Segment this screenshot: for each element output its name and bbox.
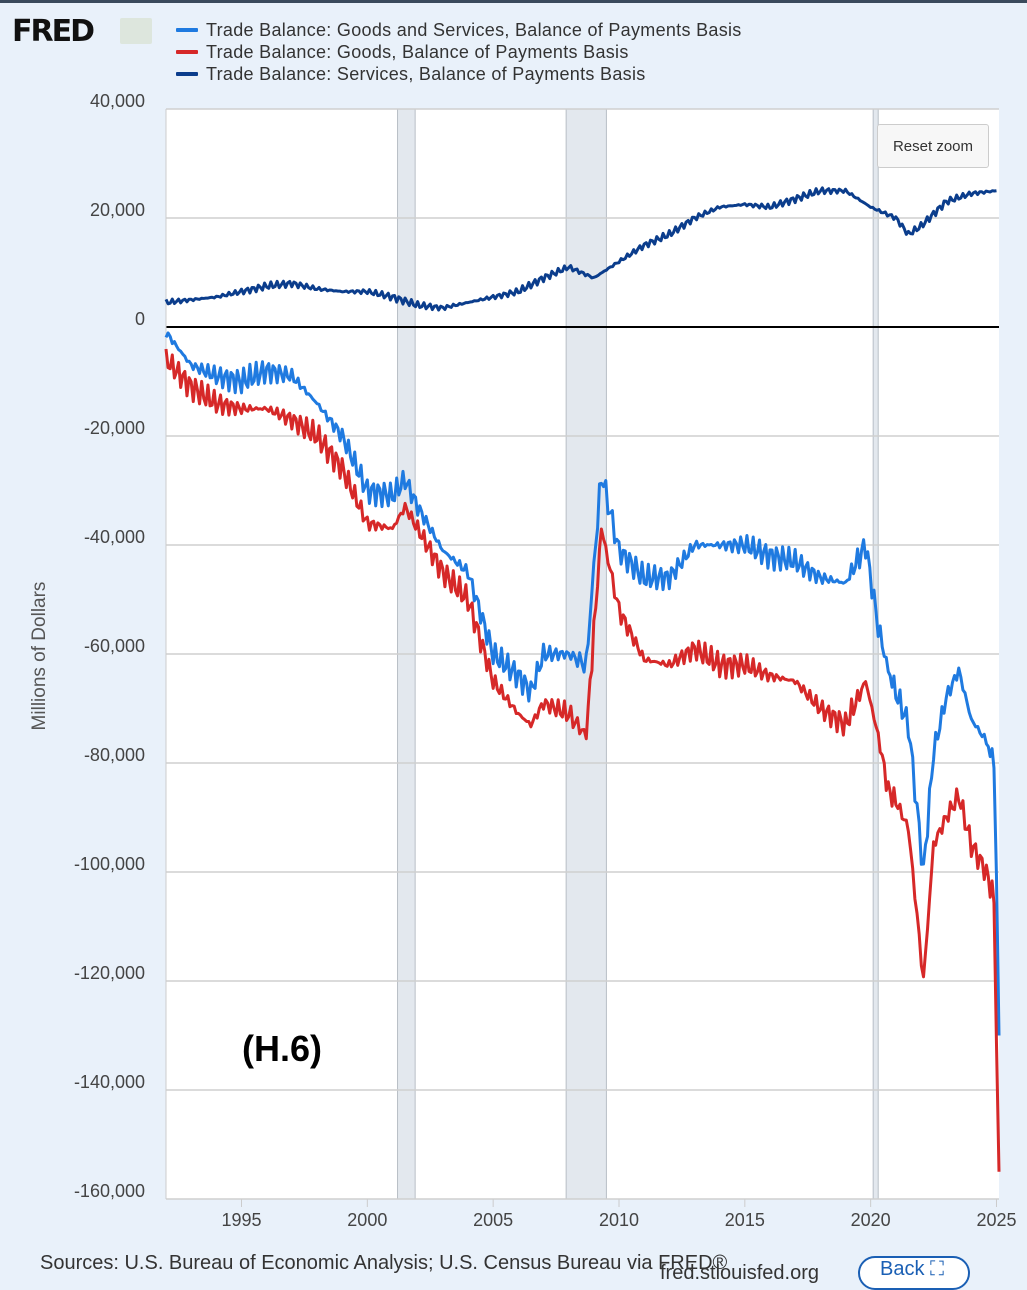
y-tick-label: -140,000 <box>74 1072 145 1092</box>
y-tick-label: -100,000 <box>74 854 145 874</box>
series-line <box>164 186 997 312</box>
top-bar <box>0 0 1027 3</box>
y-axis-label: Millions of Dollars <box>29 581 50 731</box>
series-line <box>164 331 1001 1036</box>
chart-annotation: (H.6) <box>242 1028 322 1069</box>
legend-label: Trade Balance: Goods and Services, Balan… <box>206 19 742 40</box>
y-tick-label: -120,000 <box>74 963 145 983</box>
site-link[interactable]: fred.stlouisfed.org <box>660 1262 819 1284</box>
x-tick-label: 1995 <box>221 1210 261 1230</box>
legend-swatch <box>176 28 198 32</box>
y-tick-label: -80,000 <box>84 745 145 765</box>
legend-swatch <box>176 50 198 54</box>
legend: Trade Balance: Goods and Services, Balan… <box>176 19 742 85</box>
y-tick-label: -20,000 <box>84 418 145 438</box>
y-tick-label: 40,000 <box>90 91 145 111</box>
back-label: Back <box>880 1258 925 1280</box>
y-tick-label: 0 <box>135 309 145 329</box>
reset-zoom-button[interactable]: Reset zoom <box>877 124 989 168</box>
fred-chart-icon <box>120 18 152 44</box>
y-tick-label: -160,000 <box>74 1181 145 1201</box>
legend-item[interactable]: Trade Balance: Goods, Balance of Payment… <box>176 41 742 63</box>
x-tick-label: 2015 <box>725 1210 765 1230</box>
legend-label: Trade Balance: Services, Balance of Paym… <box>206 63 646 84</box>
y-tick-label: -60,000 <box>84 636 145 656</box>
legend-item[interactable]: Trade Balance: Goods and Services, Balan… <box>176 19 742 41</box>
x-tick-label: 2010 <box>599 1210 639 1230</box>
x-tick-label: 2005 <box>473 1210 513 1230</box>
back-button[interactable]: Back ⛶ <box>858 1256 970 1290</box>
series-line <box>164 348 1001 1172</box>
y-tick-label: 20,000 <box>90 200 145 220</box>
x-tick-label: 2025 <box>976 1210 1016 1230</box>
collapse-icon: ⛶ <box>930 1258 945 1280</box>
sources-text: Sources: U.S. Bureau of Economic Analysi… <box>40 1252 728 1274</box>
x-tick-label: 2000 <box>347 1210 387 1230</box>
legend-item[interactable]: Trade Balance: Services, Balance of Paym… <box>176 63 742 85</box>
x-tick-label: 2020 <box>851 1210 891 1230</box>
legend-label: Trade Balance: Goods, Balance of Payment… <box>206 41 629 62</box>
fred-logo[interactable]: FRED <box>12 14 95 49</box>
legend-swatch <box>176 72 198 76</box>
y-tick-label: -40,000 <box>84 527 145 547</box>
